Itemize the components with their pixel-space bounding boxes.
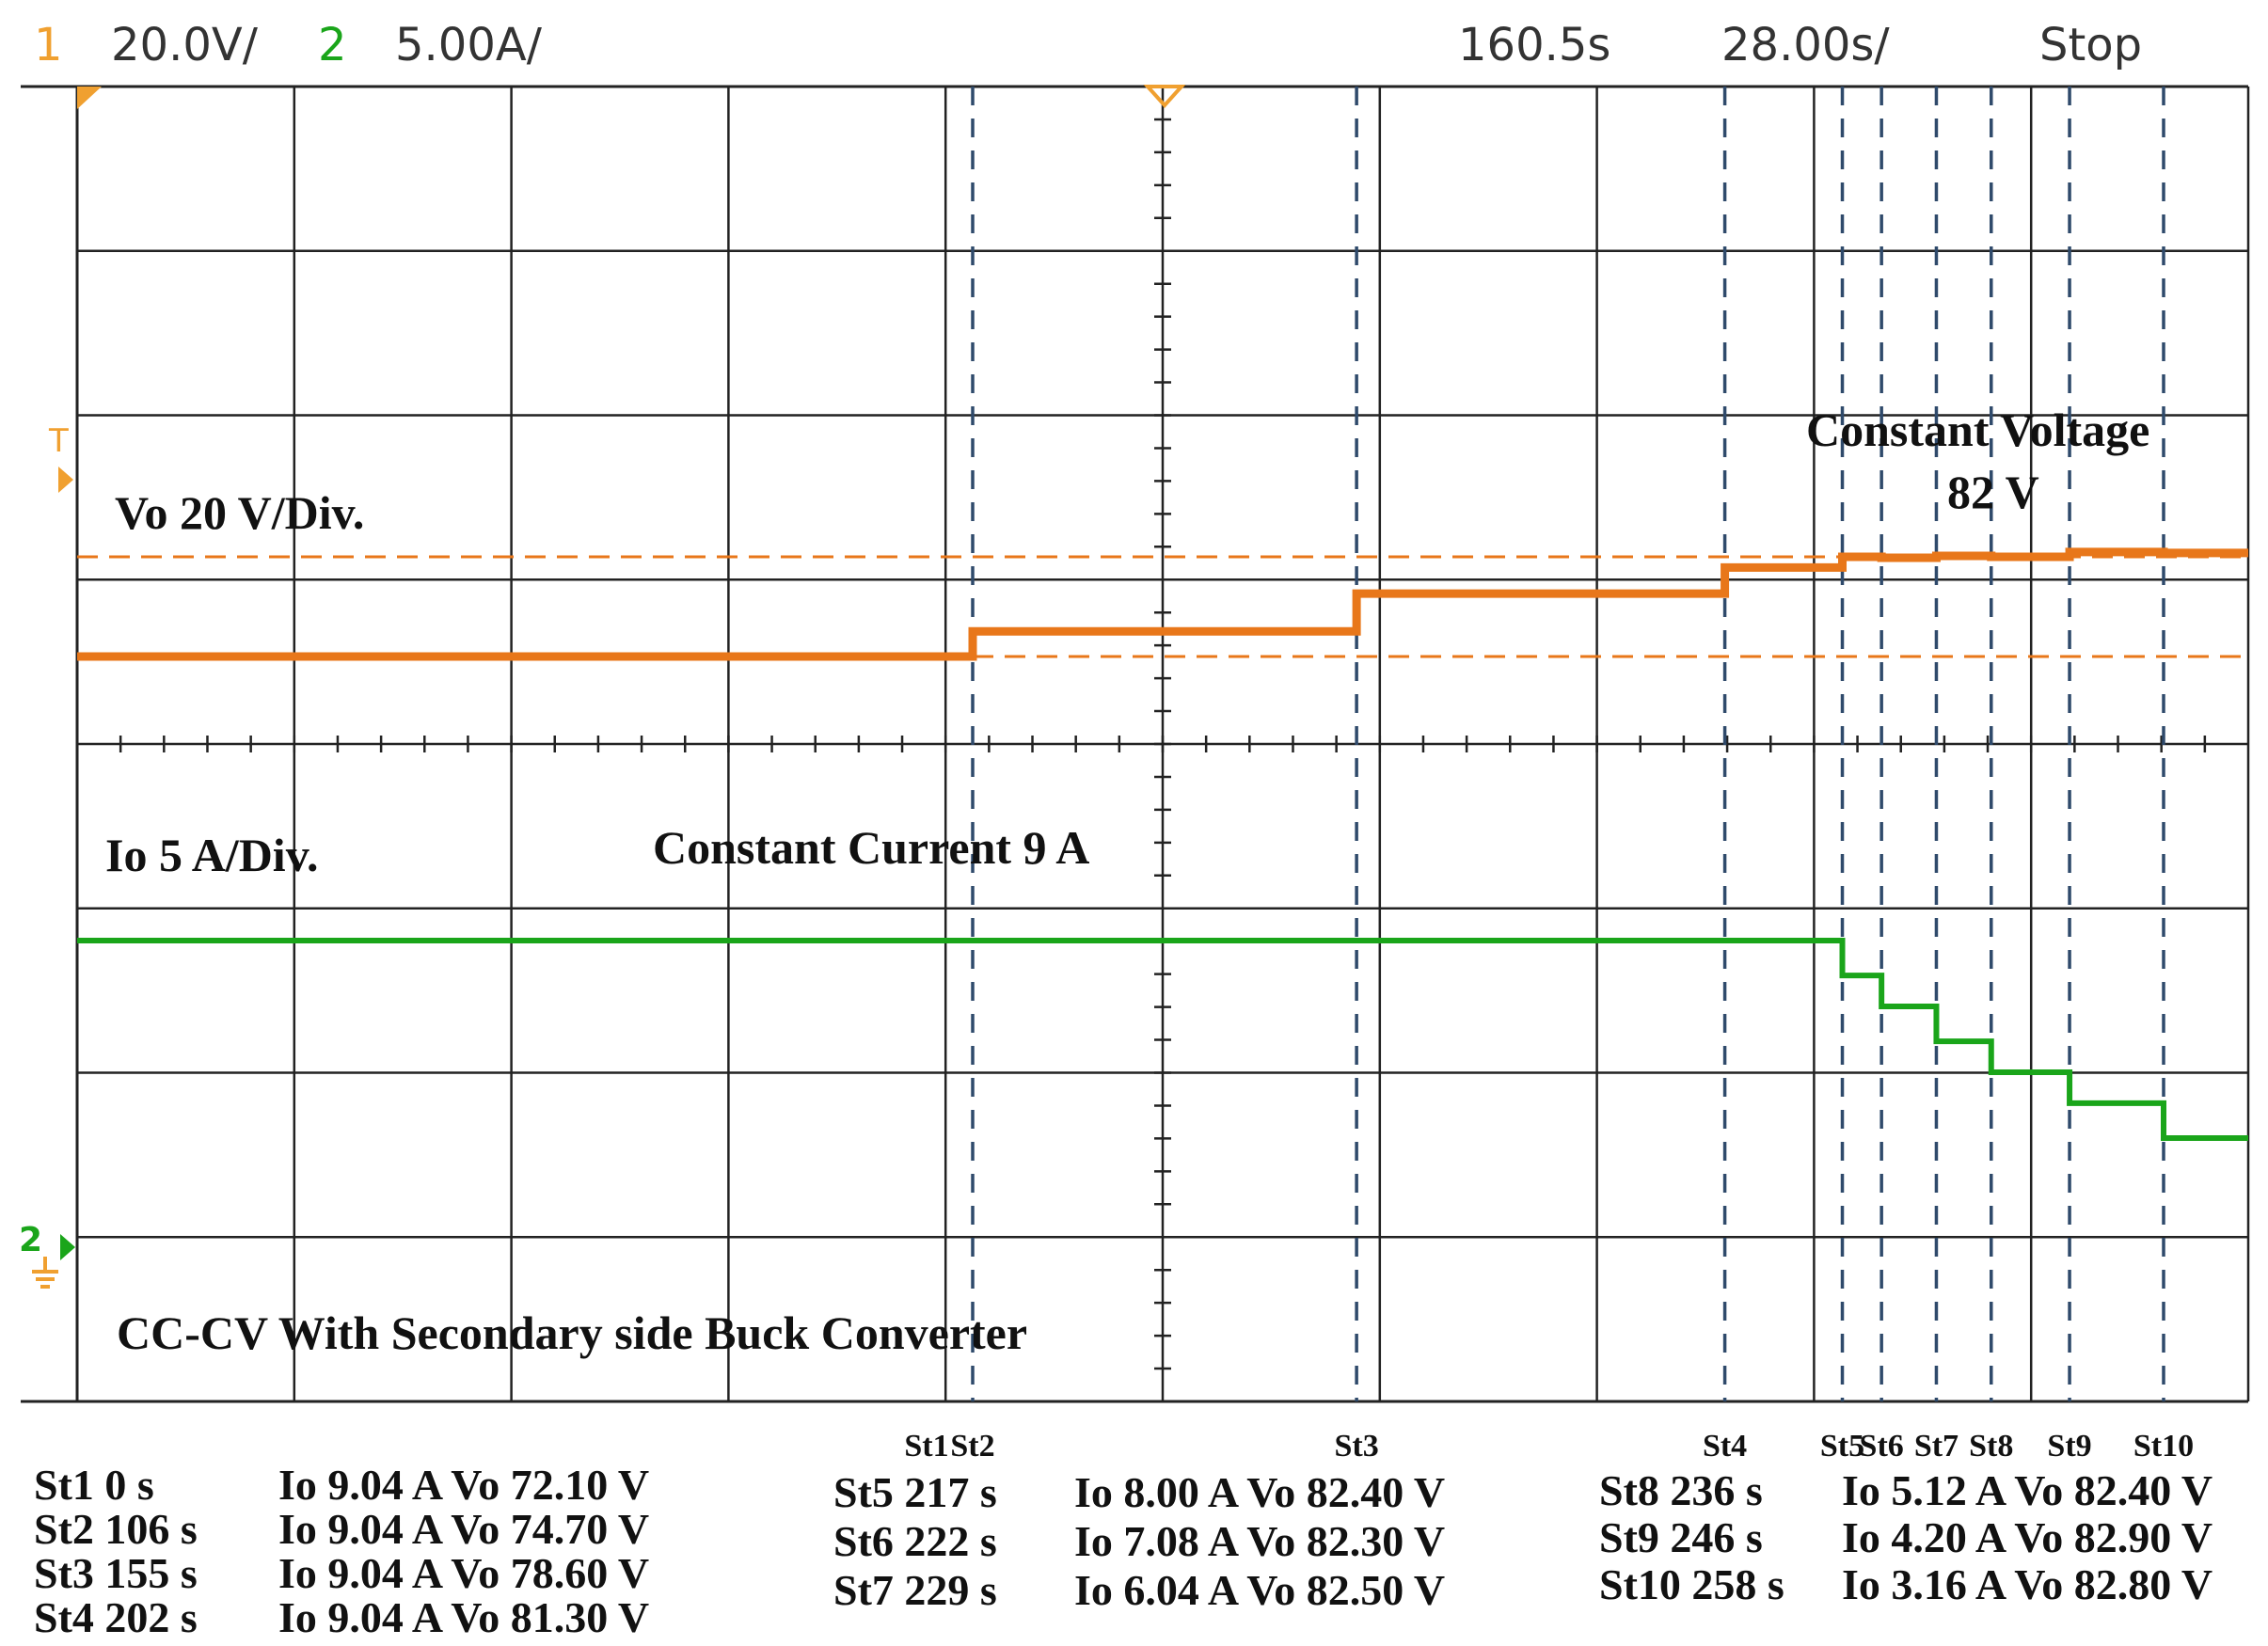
vo-trace — [77, 547, 2248, 661]
graticule — [21, 85, 2250, 1403]
constant-current-label: Constant Current 9 A — [653, 821, 1089, 874]
step-label-st2: St2 — [950, 1429, 994, 1464]
trigger-level-arrow — [58, 467, 73, 493]
vo-scale-label: Vo 20 V/Div. — [115, 486, 364, 539]
constant-voltage-label: Constant Voltage — [1806, 404, 2149, 456]
time-position: 160.5s — [1458, 19, 1610, 71]
io-scale-label: Io 5 A/Div. — [105, 829, 318, 881]
table-values: Io 6.04 A Vo 82.50 V — [1074, 1566, 1445, 1614]
step-label-st1: St1 — [904, 1429, 948, 1464]
chart-title: CC-CV With Secondary side Buck Converter — [117, 1306, 1027, 1359]
step-label-st9: St9 — [2047, 1429, 2091, 1464]
table-values: Io 5.12 A Vo 82.40 V — [1842, 1466, 2212, 1514]
table-step: St8 236 s — [1599, 1466, 1763, 1514]
step-label-st3: St3 — [1335, 1429, 1379, 1464]
ch1-scale: 20.0V/ — [111, 19, 259, 71]
table-values: Io 9.04 A Vo 78.60 V — [278, 1549, 649, 1597]
table-step: St1 0 s — [34, 1461, 154, 1509]
run-state: Stop — [2039, 19, 2142, 71]
table-values: Io 9.04 A Vo 72.10 V — [278, 1461, 649, 1509]
table-values: Io 8.00 A Vo 82.40 V — [1074, 1468, 1445, 1516]
table-values: Io 9.04 A Vo 81.30 V — [278, 1593, 649, 1641]
table-values: Io 4.20 A Vo 82.90 V — [1842, 1513, 2212, 1561]
table-step: St5 217 s — [833, 1468, 997, 1516]
ground-icon — [32, 1257, 58, 1289]
table-step: St7 229 s — [833, 1566, 997, 1614]
ch2-ground-marker: 2 — [19, 1221, 42, 1259]
step-label-st8: St8 — [1969, 1429, 2013, 1464]
table-values: Io 7.08 A Vo 82.30 V — [1074, 1517, 1445, 1565]
ch1-position-marker — [77, 87, 102, 109]
step-label-st4: St4 — [1703, 1429, 1747, 1464]
ch1-number: 1 — [34, 19, 63, 71]
step-table: St1 0 s Io 9.04 A Vo 72.10 V St2 106 s Io 9… — [34, 1461, 2212, 1641]
table-step: St2 106 s — [34, 1505, 198, 1553]
table-step: St4 202 s — [34, 1593, 198, 1641]
table-values: Io 9.04 A Vo 74.70 V — [278, 1505, 649, 1553]
trigger-position-marker — [1143, 85, 1186, 108]
table-step: St6 222 s — [833, 1517, 997, 1565]
constant-voltage-value: 82 V — [1947, 466, 2039, 518]
ch2-scale: 5.00A/ — [395, 19, 543, 71]
step-label-st6: St6 — [1860, 1429, 1904, 1464]
step-lines — [971, 87, 2165, 1401]
step-label-st7: St7 — [1914, 1429, 1959, 1464]
table-step: St3 155 s — [34, 1549, 198, 1597]
io-trace — [77, 938, 2248, 1141]
ch2-number: 2 — [318, 19, 347, 71]
table-values: Io 3.16 A Vo 82.80 V — [1842, 1560, 2212, 1608]
table-step: St9 246 s — [1599, 1513, 1763, 1561]
table-step: St10 258 s — [1599, 1560, 1784, 1608]
ch2-ground-arrow — [60, 1234, 75, 1260]
step-label-st5: St5 — [1820, 1429, 1864, 1464]
step-label-st10: St10 — [2133, 1429, 2194, 1464]
traces — [77, 547, 2248, 1141]
time-scale: 28.00s/ — [1721, 19, 1890, 71]
trigger-level-marker: T — [48, 422, 69, 460]
